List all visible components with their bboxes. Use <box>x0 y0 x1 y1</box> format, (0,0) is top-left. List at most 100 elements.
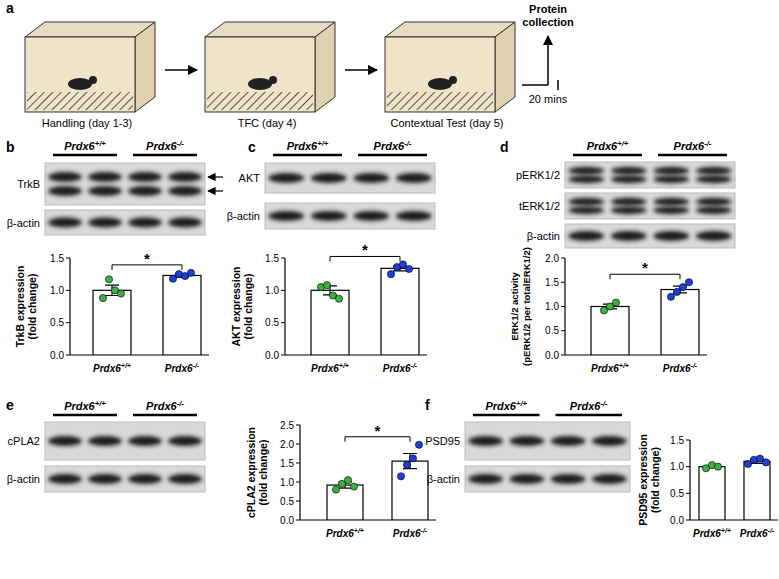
label-base: Prdx6 <box>383 363 411 374</box>
x-tick-label: Prdx6-/- <box>663 362 698 374</box>
y-tick <box>281 258 285 259</box>
blot-strip <box>45 466 205 492</box>
band <box>168 186 202 196</box>
y-tick <box>561 282 565 283</box>
band <box>396 173 432 183</box>
label-sup: +/+ <box>619 362 629 369</box>
data-point <box>397 473 404 480</box>
label-sup: -/- <box>600 399 608 408</box>
cage <box>385 22 515 112</box>
band <box>353 173 389 183</box>
band <box>653 198 689 206</box>
band <box>510 436 545 446</box>
band <box>88 436 122 446</box>
end-label-line: collection <box>522 16 574 28</box>
label-base: Prdx6 <box>287 140 318 152</box>
blot-strip <box>45 422 205 460</box>
band <box>592 436 627 446</box>
cage-side <box>495 22 515 112</box>
band <box>268 211 304 221</box>
data-point <box>399 261 406 268</box>
end-label: Proteincollection <box>522 3 574 28</box>
panel-letter: f <box>425 397 430 413</box>
label-base: Prdx6 <box>393 528 421 539</box>
label-sup: +/+ <box>516 399 528 408</box>
y-tick <box>561 306 565 307</box>
y-tick <box>296 463 300 464</box>
label-base: Prdx6 <box>165 363 193 374</box>
group-bar <box>133 154 197 157</box>
bar <box>392 461 428 520</box>
band <box>48 436 82 446</box>
band <box>128 474 162 484</box>
band-arrow <box>208 190 223 191</box>
cage-floor <box>27 92 133 110</box>
blot-strip <box>465 466 630 492</box>
label-base: Prdx6 <box>93 363 121 374</box>
y-tick-label: 2.0 <box>545 253 559 264</box>
y-axis-label: (fold change) <box>26 274 38 340</box>
y-tick <box>296 425 300 426</box>
data-point <box>762 459 769 466</box>
label-sup: -/- <box>177 139 185 148</box>
cage <box>205 22 335 112</box>
step-label: TFC (day 4) <box>238 117 297 129</box>
plot-marks <box>699 455 770 520</box>
label-sup: -/- <box>691 362 698 369</box>
cage-top <box>25 22 155 37</box>
annotation: * <box>642 259 648 276</box>
mouse <box>68 78 92 90</box>
label-sup: +/+ <box>339 362 349 369</box>
y-tick-label: 0.0 <box>670 515 684 526</box>
y-tick <box>66 258 70 259</box>
plot-marks <box>327 441 428 520</box>
y-tick <box>561 355 565 356</box>
x-tick-label: Prdx6+/+ <box>693 527 731 539</box>
y-tick <box>66 290 70 291</box>
y-tick <box>66 355 70 356</box>
label-base: Prdx6 <box>64 400 95 412</box>
blot-group: Prdx6+/+ <box>287 139 329 152</box>
band <box>696 167 732 175</box>
y-tick-label: 1.0 <box>265 285 279 296</box>
step-label: Handling (day 1-3) <box>42 117 133 129</box>
y-tick <box>686 493 690 494</box>
y-axis-label: (pERK1/2 per totalERK1/2) <box>521 247 532 366</box>
label-sup: +/+ <box>721 527 731 534</box>
band <box>653 175 689 183</box>
group-bar <box>53 414 117 417</box>
band <box>568 198 604 206</box>
y-tick-label: 0.5 <box>50 317 64 328</box>
bar <box>591 307 629 356</box>
y-tick <box>686 440 690 441</box>
label-base: Prdx6 <box>674 140 705 152</box>
y-tick <box>66 322 70 323</box>
cage-front <box>205 37 315 112</box>
cage-top <box>385 22 515 37</box>
band <box>611 198 647 206</box>
label-base: Prdx6 <box>485 400 516 412</box>
data-point <box>350 483 357 490</box>
y-tick-label: 1.5 <box>50 253 64 264</box>
band <box>311 173 347 183</box>
label-base: Prdx6 <box>693 528 721 539</box>
band <box>510 474 545 484</box>
y-tick-label: 1.5 <box>280 458 294 469</box>
label-sup: -/- <box>421 527 428 534</box>
band <box>311 211 347 221</box>
bar <box>699 467 725 520</box>
label-sup: +/+ <box>95 399 107 408</box>
band <box>551 474 586 484</box>
bar <box>381 268 419 355</box>
data-point <box>99 294 106 301</box>
band <box>568 206 604 214</box>
y-tick-label: 1.0 <box>280 477 294 488</box>
label-sup: +/+ <box>354 527 364 534</box>
cage-front <box>25 37 135 112</box>
panel-c: cPrdx6+/+Prdx6-/-AKTβ-actin0.00.51.01.5A… <box>227 139 435 374</box>
panel-letter: c <box>248 139 256 155</box>
y-axis-label: (fold change) <box>257 440 269 506</box>
label-sup: -/- <box>404 139 412 148</box>
label-sup: +/+ <box>121 362 131 369</box>
label-base: Prdx6 <box>374 140 405 152</box>
